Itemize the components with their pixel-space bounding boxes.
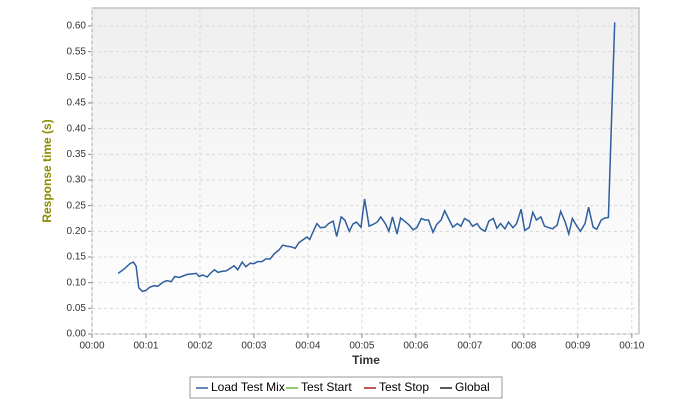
legend-label: Test Start <box>301 380 352 394</box>
y-tick-label: 0.05 <box>67 303 87 314</box>
x-tick-label: 00:02 <box>187 341 212 352</box>
x-tick-label: 00:10 <box>619 341 644 352</box>
x-tick-label: 00:08 <box>511 341 536 352</box>
line <box>117 22 616 293</box>
x-tick-label: 00:07 <box>457 341 482 352</box>
y-tick-label: 0.10 <box>67 277 87 288</box>
plot-area <box>91 7 640 335</box>
y-tick-label: 0.30 <box>67 175 87 186</box>
x-tick-label: 00:03 <box>241 341 266 352</box>
y-tick-label: 0.25 <box>67 200 87 211</box>
y-tick-label: 0.60 <box>67 21 87 32</box>
x-tick-label: 00:09 <box>565 341 590 352</box>
x-tick-label: 00:01 <box>133 341 158 352</box>
x-tick-label: 00:00 <box>79 341 104 352</box>
x-axis-label: Time <box>352 353 380 367</box>
y-tick-label: 0.00 <box>67 329 87 340</box>
y-tick-label: 0.15 <box>67 252 87 263</box>
x-tick-label: 00:06 <box>403 341 428 352</box>
legend-label: Load Test Mix <box>211 380 285 394</box>
x-tick-label: 00:05 <box>349 341 374 352</box>
y-tick-label: 0.55 <box>67 46 87 57</box>
legend <box>189 376 503 399</box>
y-axis-label: Response time (s) <box>40 119 54 222</box>
legend-label: Global <box>455 380 490 394</box>
y-tick-label: 0.45 <box>67 98 87 109</box>
y-tick-label: 0.35 <box>67 149 87 160</box>
y-tick-label: 0.50 <box>67 72 87 83</box>
y-tick-label: 0.40 <box>67 123 87 134</box>
legend-label: Test Stop <box>379 380 429 394</box>
y-tick-label: 0.20 <box>67 226 87 237</box>
x-tick-label: 00:04 <box>295 341 320 352</box>
